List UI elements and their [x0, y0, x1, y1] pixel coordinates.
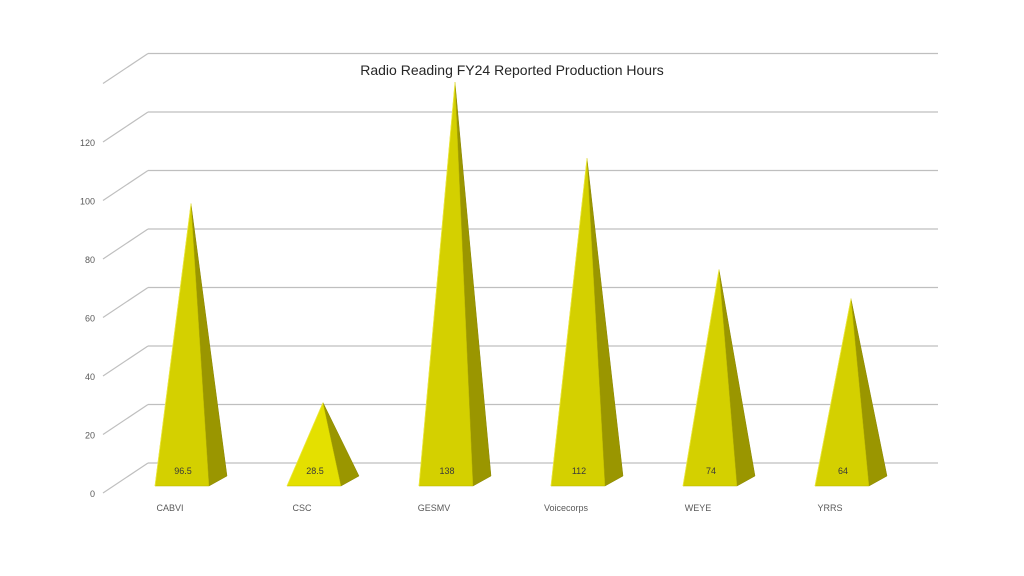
pyramid-bar: [550, 158, 624, 487]
data-label: 64: [838, 466, 848, 476]
x-tick-label: CABVI: [156, 503, 183, 513]
gridline: [102, 111, 938, 143]
data-label: 74: [706, 466, 716, 476]
pyramid-bar: [418, 82, 492, 487]
gridline: [102, 345, 938, 377]
gridline: [102, 52, 938, 84]
y-axis-ticks: 0 20 40 60 80 100 120: [80, 138, 95, 499]
pyramid-bar: [286, 401, 360, 487]
data-label: 96.5: [174, 466, 192, 476]
pyramid-bar: [154, 203, 228, 487]
data-label: 112: [572, 466, 586, 476]
pyramid-bar: [682, 269, 756, 487]
x-tick-label: Voicecorps: [544, 503, 589, 513]
data-label: 138: [439, 466, 454, 476]
y-tick-label: 100: [80, 197, 95, 207]
gridline: [102, 286, 938, 318]
chart-title: Radio Reading FY24 Reported Production H…: [360, 62, 664, 78]
pyramid-bar: [814, 298, 888, 487]
x-tick-label: CSC: [292, 503, 312, 513]
gridline: [102, 169, 938, 201]
y-tick-label: 0: [90, 489, 95, 499]
x-axis-ticks: CABVI CSC GESMV Voicecorps WEYE YRRS: [156, 503, 842, 513]
pyramid-bars: [154, 82, 888, 487]
y-tick-label: 80: [85, 255, 95, 265]
gridline: [102, 403, 938, 435]
x-tick-label: GESMV: [418, 503, 451, 513]
y-tick-label: 40: [85, 372, 95, 382]
gridline: [102, 462, 938, 494]
y-tick-label: 20: [85, 431, 95, 441]
data-labels: 96.5 28.5 138 112 74 64: [174, 466, 848, 476]
x-tick-label: WEYE: [685, 503, 712, 513]
x-tick-label: YRRS: [817, 503, 842, 513]
gridlines: [102, 52, 938, 494]
gridline: [102, 228, 938, 260]
y-tick-label: 120: [80, 138, 95, 148]
y-tick-label: 60: [85, 314, 95, 324]
data-label: 28.5: [306, 466, 324, 476]
